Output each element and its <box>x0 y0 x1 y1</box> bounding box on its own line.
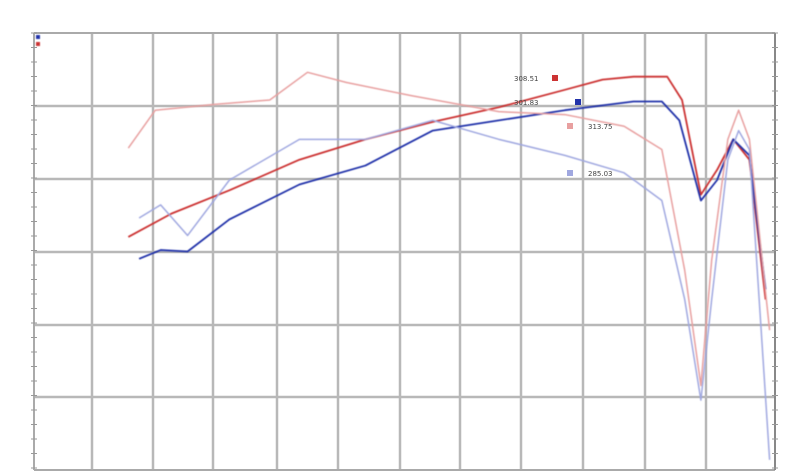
grid <box>31 32 778 471</box>
legend-swatch-red <box>36 42 40 46</box>
annotation-label: 313.75 <box>588 123 613 131</box>
series-line-2 <box>127 71 771 387</box>
annotations: 308.51 301.83 313.75 285.03 <box>514 75 613 178</box>
annotation-marker <box>567 170 573 176</box>
legend-swatch-blue <box>36 35 40 39</box>
series-line-3 <box>138 119 771 460</box>
annotation-marker <box>567 123 573 129</box>
annotation-label: 308.51 <box>514 75 539 83</box>
series-lines <box>36 35 771 460</box>
annotation-label: 285.03 <box>588 170 613 178</box>
annotation-label: 301.83 <box>514 99 539 107</box>
annotation-marker <box>552 75 558 81</box>
series-line-0 <box>127 75 767 300</box>
series-line-1 <box>138 100 767 290</box>
annotation-marker <box>575 99 581 105</box>
